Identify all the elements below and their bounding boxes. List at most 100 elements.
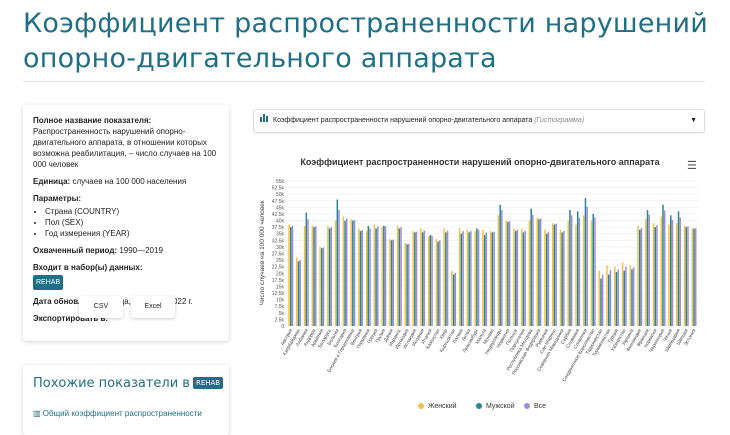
- bar[interactable]: [482, 229, 484, 326]
- bar[interactable]: [514, 231, 517, 326]
- legend-female[interactable]: Женский: [418, 403, 457, 410]
- bar[interactable]: [330, 227, 333, 326]
- bar[interactable]: [547, 231, 550, 326]
- bar[interactable]: [319, 246, 321, 326]
- bar[interactable]: [296, 257, 298, 326]
- bar[interactable]: [423, 230, 426, 326]
- bar[interactable]: [687, 226, 689, 326]
- bar[interactable]: [365, 231, 368, 326]
- bar[interactable]: [314, 226, 317, 326]
- similar-link-text[interactable]: Общий коэффициент распространенности: [42, 409, 202, 418]
- bar[interactable]: [671, 220, 674, 326]
- bar[interactable]: [313, 227, 315, 326]
- bar[interactable]: [545, 233, 548, 326]
- bar[interactable]: [654, 227, 657, 326]
- bar[interactable]: [668, 224, 670, 327]
- bar[interactable]: [617, 269, 619, 326]
- bar[interactable]: [414, 232, 416, 326]
- bar[interactable]: [489, 231, 492, 326]
- bar[interactable]: [493, 231, 495, 326]
- bar[interactable]: [381, 227, 383, 326]
- bar[interactable]: [420, 228, 422, 326]
- bar[interactable]: [683, 225, 686, 326]
- bar[interactable]: [499, 204, 501, 326]
- bar[interactable]: [662, 204, 664, 326]
- bar[interactable]: [476, 228, 478, 326]
- bar[interactable]: [584, 198, 587, 326]
- bar[interactable]: [614, 266, 616, 326]
- bar[interactable]: [544, 229, 546, 326]
- bar[interactable]: [452, 274, 455, 326]
- bar[interactable]: [615, 271, 618, 326]
- bar[interactable]: [346, 218, 348, 326]
- export-excel-button[interactable]: Excel: [131, 296, 175, 318]
- bar[interactable]: [567, 220, 570, 326]
- bar[interactable]: [483, 235, 486, 326]
- bar[interactable]: [421, 232, 424, 326]
- similar-link[interactable]: ▥ Общий коэффициент распространенности: [33, 409, 202, 418]
- bar[interactable]: [435, 239, 438, 326]
- bar[interactable]: [290, 227, 292, 326]
- bar[interactable]: [359, 231, 362, 326]
- bar[interactable]: [623, 270, 625, 326]
- bar[interactable]: [468, 232, 470, 326]
- dataset-badge[interactable]: REHAB: [33, 275, 64, 290]
- bar[interactable]: [398, 228, 401, 326]
- bar[interactable]: [460, 233, 463, 326]
- bar[interactable]: [646, 210, 649, 326]
- bar[interactable]: [470, 231, 472, 326]
- bar[interactable]: [497, 215, 500, 326]
- bar[interactable]: [373, 224, 376, 327]
- bar[interactable]: [361, 229, 364, 326]
- bar[interactable]: [439, 240, 441, 326]
- bar[interactable]: [625, 266, 627, 326]
- bar[interactable]: [338, 210, 340, 326]
- export-csv-button[interactable]: CSV: [79, 296, 123, 318]
- caret-down-icon[interactable]: ▼: [690, 117, 697, 124]
- bar[interactable]: [520, 228, 523, 326]
- bar[interactable]: [663, 210, 666, 326]
- bar[interactable]: [437, 241, 439, 326]
- bar[interactable]: [656, 225, 658, 326]
- bar[interactable]: [412, 231, 414, 326]
- bar[interactable]: [631, 269, 633, 326]
- bar[interactable]: [445, 232, 447, 326]
- legend-male[interactable]: Мужской: [476, 403, 515, 410]
- bar[interactable]: [691, 228, 694, 326]
- chart-selector[interactable]: Коэффициент распространенности нарушений…: [253, 109, 705, 133]
- bar[interactable]: [491, 232, 494, 326]
- bar[interactable]: [586, 206, 588, 326]
- bar[interactable]: [462, 231, 464, 326]
- bar[interactable]: [578, 217, 581, 326]
- bar[interactable]: [694, 228, 697, 326]
- bar[interactable]: [524, 230, 526, 326]
- bar[interactable]: [555, 223, 557, 326]
- similar-badge[interactable]: REHAB: [192, 377, 224, 389]
- bar[interactable]: [389, 239, 391, 326]
- bar[interactable]: [390, 240, 393, 326]
- bar[interactable]: [598, 270, 601, 326]
- bar[interactable]: [396, 225, 399, 326]
- bar[interactable]: [570, 215, 573, 326]
- bar[interactable]: [670, 215, 672, 326]
- bar[interactable]: [342, 216, 345, 326]
- bar[interactable]: [693, 228, 695, 326]
- bar[interactable]: [303, 225, 306, 326]
- bar[interactable]: [532, 214, 534, 326]
- bar[interactable]: [377, 226, 379, 326]
- bar[interactable]: [327, 225, 329, 326]
- bar[interactable]: [404, 242, 407, 326]
- bar[interactable]: [528, 220, 531, 326]
- bar[interactable]: [648, 214, 650, 326]
- bar[interactable]: [443, 228, 445, 326]
- bar[interactable]: [485, 232, 488, 326]
- bar[interactable]: [621, 262, 624, 326]
- bar[interactable]: [637, 225, 639, 326]
- bar[interactable]: [522, 232, 525, 326]
- bar[interactable]: [576, 211, 579, 326]
- bar[interactable]: [652, 223, 655, 326]
- bar[interactable]: [367, 225, 370, 326]
- bar[interactable]: [629, 265, 632, 326]
- bar[interactable]: [590, 220, 593, 326]
- bar[interactable]: [530, 208, 532, 326]
